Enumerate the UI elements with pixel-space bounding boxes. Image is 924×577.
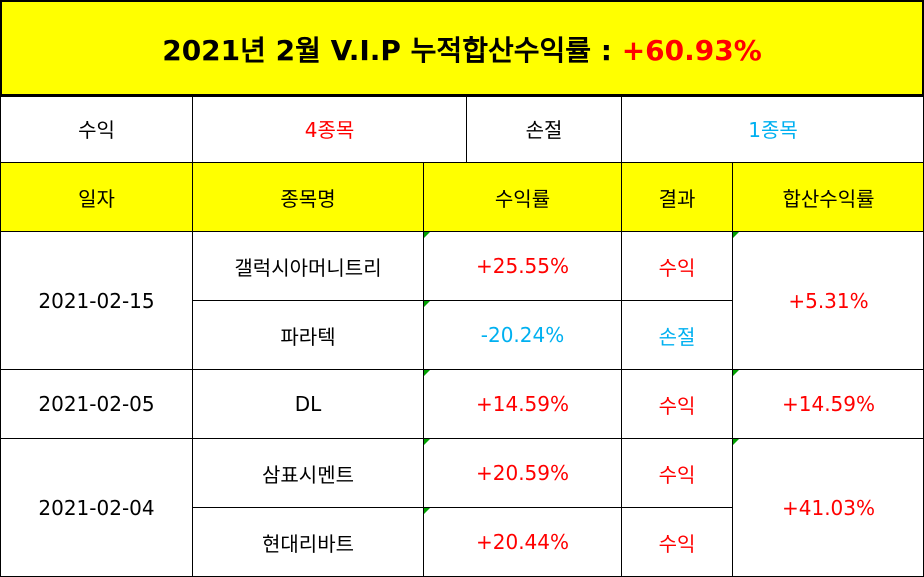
- stock-name-cell[interactable]: 현대리바트: [192, 507, 424, 577]
- return-cell[interactable]: +14.59%: [423, 369, 622, 439]
- table-row: 2021-02-15 갤럭시아머니트리 +25.55% 수익 +5.31%: [0, 231, 924, 370]
- result-cell[interactable]: 수익: [621, 369, 733, 439]
- results-table: 일자 종목명 수익률 결과 합산수익률 2021-02-15 갤럭시아머니트리 …: [0, 162, 924, 577]
- header-total[interactable]: 합산수익률: [732, 162, 924, 232]
- return-cell[interactable]: +20.59%: [423, 438, 622, 508]
- profit-count-cell[interactable]: 4종목: [192, 94, 467, 163]
- title-cell[interactable]: 2021년 2월 V.I.P 누적합산수익률 : +60.93%: [0, 0, 924, 97]
- header-row: 일자 종목명 수익률 결과 합산수익률: [0, 162, 924, 232]
- stock-name-cell[interactable]: 갤럭시아머니트리: [192, 231, 424, 301]
- date-cell[interactable]: 2021-02-05: [0, 369, 193, 439]
- return-cell[interactable]: +20.44%: [423, 507, 622, 577]
- table-row: 2021-02-04 삼표시멘트 +20.59% 수익 +41.03%: [0, 438, 924, 577]
- result-cell[interactable]: 수익: [621, 438, 733, 508]
- return-cell[interactable]: -20.24%: [423, 300, 622, 370]
- total-cell[interactable]: +14.59%: [732, 369, 924, 439]
- title-table: 2021년 2월 V.I.P 누적합산수익률 : +60.93%: [0, 0, 924, 97]
- table-row: 파라텍 -20.24% 손절: [1, 300, 924, 370]
- header-date[interactable]: 일자: [0, 162, 193, 232]
- header-name[interactable]: 종목명: [192, 162, 424, 232]
- stock-name-cell[interactable]: DL: [192, 369, 424, 439]
- loss-count-cell[interactable]: 1종목: [621, 94, 924, 163]
- table-row: 현대리바트 +20.44% 수익: [1, 507, 924, 577]
- result-cell[interactable]: 손절: [621, 300, 733, 370]
- date-cell[interactable]: 2021-02-15: [0, 231, 193, 370]
- total-cell[interactable]: +5.31%: [732, 231, 924, 370]
- loss-label-cell[interactable]: 손절: [466, 94, 622, 163]
- title-value: +60.93%: [621, 33, 762, 67]
- result-cell[interactable]: 수익: [621, 507, 733, 577]
- date-cell[interactable]: 2021-02-04: [0, 438, 193, 577]
- title-text: 2021년 2월 V.I.P 누적합산수익률 :: [162, 33, 622, 67]
- header-return[interactable]: 수익률: [423, 162, 622, 232]
- return-cell[interactable]: +25.55%: [423, 231, 622, 301]
- total-cell[interactable]: +41.03%: [732, 438, 924, 577]
- header-result[interactable]: 결과: [621, 162, 733, 232]
- stock-name-cell[interactable]: 파라텍: [192, 300, 424, 370]
- table-row: 2021-02-05 DL +14.59% 수익 +14.59%: [0, 369, 924, 439]
- result-cell[interactable]: 수익: [621, 231, 733, 301]
- summary-table: 수익 4종목 손절 1종목: [0, 94, 924, 163]
- profit-label-cell[interactable]: 수익: [0, 94, 193, 163]
- stock-name-cell[interactable]: 삼표시멘트: [192, 438, 424, 508]
